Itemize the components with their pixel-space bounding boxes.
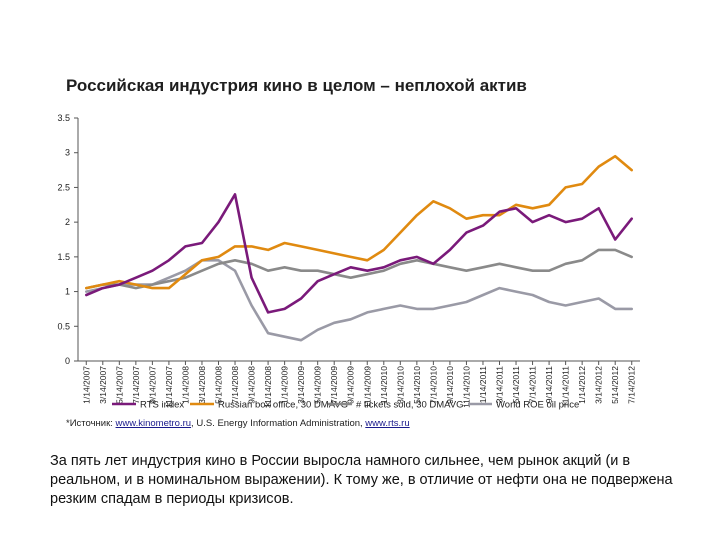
- legend-label-tickets: # tickets sold, 30 DMAVG: [356, 400, 464, 411]
- x-tick-label: 9/14/2009: [346, 366, 356, 404]
- x-tick-label: 7/14/2012: [627, 366, 637, 404]
- x-tick-label: 11/14/2008: [263, 366, 273, 408]
- source-prefix: *Источник:: [66, 418, 116, 429]
- legend-label-oil: World ROE oil price: [496, 400, 579, 411]
- y-tick-label: 1.5: [57, 252, 70, 262]
- x-tick-label: 1/14/2009: [280, 366, 290, 404]
- y-tick-label: 2: [65, 217, 70, 227]
- x-tick-label: 5/14/2007: [114, 366, 124, 404]
- x-tick-label: 11/14/2007: [164, 366, 174, 408]
- legend: RTS index Russian box office, 30 DMAVG # t…: [112, 400, 579, 411]
- chart-grid: [77, 118, 640, 362]
- series-line-oil: [85, 258, 634, 342]
- x-tick-label: 1/14/2007: [81, 366, 91, 404]
- x-tick-label: 3/14/2008: [197, 366, 207, 404]
- source-middle: , U.S. Energy Information Administration…: [191, 418, 366, 429]
- x-tick-label: 9/14/2007: [147, 366, 157, 404]
- x-tick-label: 9/14/2008: [247, 366, 257, 404]
- x-tick-label: 7/14/2007: [131, 366, 141, 404]
- x-tick-label: 7/14/2011: [528, 366, 538, 403]
- x-tick-label: 11/14/2009: [362, 366, 372, 408]
- x-tick-label: 5/14/2010: [412, 366, 422, 404]
- y-tick-label: 3.5: [57, 113, 70, 123]
- x-tick-label: 5/14/2008: [214, 366, 224, 404]
- x-tick-label: 1/14/2010: [379, 366, 389, 404]
- x-tick-label: 9/14/2011: [544, 366, 554, 403]
- series-lines: [85, 154, 634, 342]
- source-link-rts[interactable]: www.rts.ru: [365, 418, 410, 429]
- chart-title: Российская индустрия кино в целом – непл…: [66, 76, 527, 95]
- legend-label-box_office: Russian box office, 30 DMAVG: [218, 400, 348, 411]
- x-tick-label: 11/14/2011: [561, 366, 571, 408]
- x-tick-label: 5/14/2009: [313, 366, 323, 404]
- source-note: *Источник: www.kinometro.ru, U.S. Energy…: [66, 418, 410, 429]
- x-tick-label: 5/14/2012: [610, 366, 620, 404]
- x-tick-label: 3/14/2007: [98, 366, 108, 404]
- y-tick-label: 2.5: [57, 182, 70, 192]
- series-line-box_office: [85, 154, 634, 290]
- caption-text: За пять лет индустрия кино в России выро…: [50, 453, 673, 507]
- x-tick-label: 3/14/2012: [594, 366, 604, 404]
- x-tick-label: 1/14/2008: [180, 366, 190, 404]
- x-tick-label: 3/14/2009: [296, 366, 306, 404]
- y-tick-label: 3: [65, 148, 70, 158]
- x-tick-label: 3/14/2011: [495, 366, 505, 403]
- series-line-tickets: [85, 248, 634, 290]
- y-tick-label: 0: [65, 356, 70, 366]
- x-tick-label: 9/14/2010: [445, 366, 455, 404]
- y-axis-ticks: 0 0.5 1 1.5 2 2.5 3 3.5: [57, 113, 78, 366]
- line-chart: 0 0.5 1 1.5 2 2.5 3 3.5 1/14/2007 3/14/2007 5/14/…: [57, 113, 640, 411]
- x-tick-label: 11/14/2010: [461, 366, 471, 408]
- x-tick-label: 1/14/2012: [577, 366, 587, 404]
- x-tick-label: 1/14/2011: [478, 366, 488, 403]
- y-tick-label: 1: [65, 287, 70, 297]
- y-tick-label: 0.5: [57, 321, 70, 331]
- source-link-kinometro[interactable]: www.kinometro.ru: [115, 418, 192, 429]
- x-tick-label: 5/14/2011: [511, 366, 521, 403]
- legend-label-rts: RTS index: [140, 400, 184, 411]
- series-line-rts: [85, 193, 634, 314]
- x-tick-label: 7/14/2008: [230, 366, 240, 404]
- x-axis-ticks: 1/14/2007 3/14/2007 5/14/2007 7/14/2007 9/14…: [81, 361, 637, 408]
- x-tick-label: 7/14/2010: [428, 366, 438, 404]
- x-tick-label: 3/14/2010: [395, 366, 405, 404]
- x-tick-label: 7/14/2009: [329, 366, 339, 404]
